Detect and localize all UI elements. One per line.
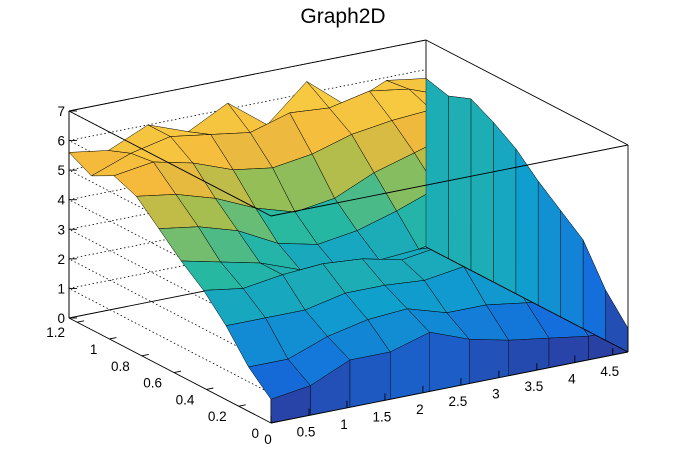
y-tick-label: 0.2: [208, 409, 227, 424]
z-tick-label: 1: [57, 281, 65, 296]
frame-edge: [425, 39, 629, 146]
surface-wall: [548, 335, 589, 368]
frame-edge: [68, 110, 272, 217]
x-tick-label: 2.5: [449, 394, 468, 409]
x-tick-label: 1.5: [373, 409, 392, 424]
surface-wall: [448, 95, 472, 271]
surface-wall: [508, 337, 550, 376]
frame-edge: [68, 39, 427, 112]
z-tick-label: 3: [57, 222, 65, 237]
surface-plot: [68, 78, 629, 424]
frame-edge: [68, 317, 272, 424]
y-tick-mark: [206, 387, 214, 390]
surface-wall: [582, 239, 606, 341]
z-tick-label: 2: [57, 252, 65, 267]
surface-wall: [429, 332, 470, 392]
z-tick-label: 6: [57, 134, 65, 149]
x-tick-label: 4: [568, 372, 576, 387]
z-tick-label: 5: [57, 163, 65, 178]
surface-wall: [425, 78, 449, 260]
y-tick-mark: [238, 404, 246, 407]
y-tick-mark: [270, 421, 279, 424]
x-tick-label: 0.5: [297, 424, 316, 439]
surface-wall: [560, 209, 584, 329]
y-tick-mark: [109, 337, 117, 340]
surface-wall: [515, 148, 539, 306]
y-tick-label: 0.4: [176, 392, 195, 407]
surface-wall: [470, 98, 494, 283]
frame-edge: [270, 144, 629, 217]
x-tick-label: 0: [264, 432, 272, 447]
frame-edge: [425, 246, 629, 353]
y-tick-mark: [76, 320, 85, 323]
surface-wall: [537, 180, 561, 318]
y-tick-label: 0.8: [111, 359, 130, 374]
z-tick-label: 0: [57, 311, 65, 326]
frame-edge: [270, 351, 629, 424]
y-tick-label: 0: [251, 426, 259, 441]
z-tick-label: 4: [57, 193, 65, 208]
surface-wall: [493, 121, 517, 295]
x-tick-label: 4.5: [600, 364, 619, 379]
chart-title: Graph2D: [300, 5, 385, 28]
grid-line: [68, 217, 427, 289]
x-tick-label: 3: [492, 387, 500, 402]
y-tick-label: 1: [90, 342, 98, 357]
grid-line: [68, 69, 427, 141]
y-tick-mark: [141, 353, 149, 357]
surface-wall: [349, 351, 391, 408]
y-tick-label: 0.6: [143, 376, 162, 391]
axis-ticks: 0 1 2 3 4 5 6 7 0 0.5 1 1.5 2 2.5 3 3.5 4 4.5 0 0.2 0.4 0.6 0.…: [46, 104, 619, 447]
x-tick-label: 1: [340, 417, 348, 432]
x-tick-label: 2: [416, 402, 424, 417]
grid-line: [68, 157, 427, 230]
x-tick-label: 3.5: [524, 379, 543, 394]
y-tick-mark: [173, 370, 182, 374]
box-frame-front: [68, 39, 629, 424]
y-tick-label: 1.2: [46, 325, 65, 340]
grid-line: [68, 187, 427, 260]
z-tick-label: 7: [57, 104, 65, 119]
